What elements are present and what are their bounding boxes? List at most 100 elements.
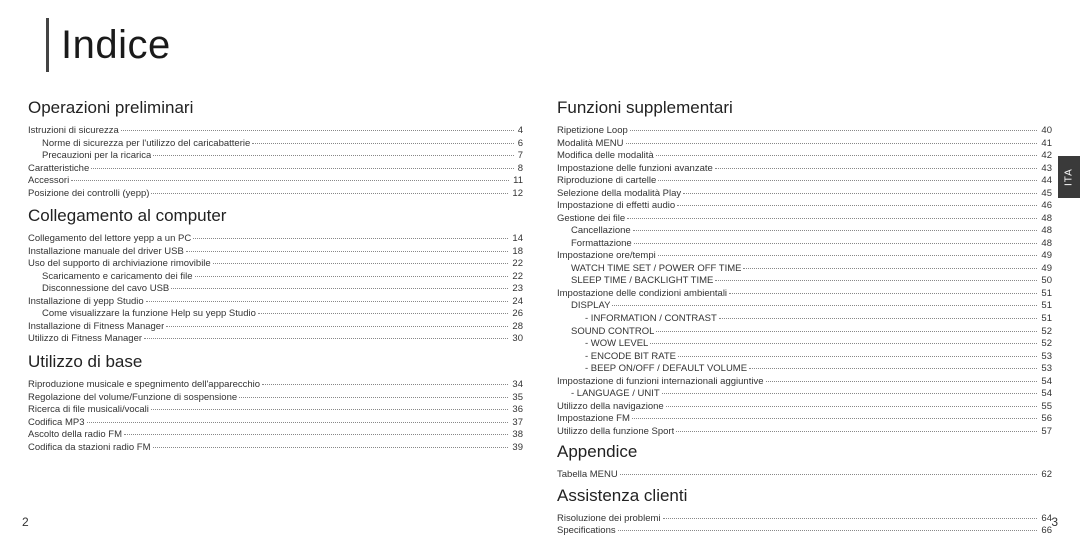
toc-entry-label: Installazione manuale del driver USB xyxy=(28,246,184,259)
toc-entry-page: 26 xyxy=(510,308,523,321)
toc-entry-label: Collegamento del lettore yepp a un PC xyxy=(28,233,191,246)
toc-entry-label: Riproduzione di cartelle xyxy=(557,175,656,188)
toc-entry-label: WATCH TIME SET / POWER OFF TIME xyxy=(571,263,741,276)
toc-entry-label: Ascolto della radio FM xyxy=(28,429,122,442)
toc-page: Indice Operazioni preliminariIstruzioni … xyxy=(0,0,1080,539)
toc-entry-page: 49 xyxy=(1039,263,1052,276)
toc-leader-dots xyxy=(749,368,1037,369)
toc-entry: Modifica delle modalità 42 xyxy=(557,150,1052,163)
toc-entry-page: 40 xyxy=(1039,125,1052,138)
toc-leader-dots xyxy=(766,381,1038,382)
toc-entry-page: 11 xyxy=(511,175,523,188)
toc-entry-page: 45 xyxy=(1039,188,1052,201)
toc-entry-label: Uso del supporto di archiviazione rimovi… xyxy=(28,258,211,271)
toc-entry-page: 18 xyxy=(510,246,523,259)
toc-entry-label: Selezione della modalità Play xyxy=(557,188,681,201)
toc-entry-page: 48 xyxy=(1039,238,1052,251)
toc-leader-dots xyxy=(662,393,1038,394)
toc-entry-label: Cancellazione xyxy=(571,225,631,238)
toc-leader-dots xyxy=(193,238,508,239)
toc-leader-dots xyxy=(153,447,509,448)
toc-entry: Disconnessione del cavo USB23 xyxy=(28,283,523,296)
toc-leader-dots xyxy=(262,384,508,385)
toc-entry-page: 24 xyxy=(510,296,523,309)
toc-leader-dots xyxy=(676,431,1037,432)
toc-entry-label: Norme di sicurezza per l'utilizzo del ca… xyxy=(42,138,250,151)
toc-entry-page: 50 xyxy=(1039,275,1052,288)
toc-entry-page: 39 xyxy=(510,442,523,455)
toc-leader-dots xyxy=(239,397,508,398)
toc-entry: Come visualizzare la funzione Help su ye… xyxy=(28,308,523,321)
toc-entry-page: 12 xyxy=(510,188,523,201)
toc-leader-dots xyxy=(144,338,508,339)
toc-entry: Accessori11 xyxy=(28,175,523,188)
toc-entry: Installazione di Fitness Manager 28 xyxy=(28,321,523,334)
toc-entry-page: 30 xyxy=(510,333,523,346)
toc-entry-label: Impostazione di funzioni internazionali … xyxy=(557,376,764,389)
toc-entry-page: 35 xyxy=(510,392,523,405)
toc-section-heading: Collegamento al computer xyxy=(28,206,523,226)
page-footer: 2 3 xyxy=(0,515,1080,529)
toc-entry-page: 42 xyxy=(1039,150,1052,163)
toc-leader-dots xyxy=(151,193,508,194)
toc-entry-page: 54 xyxy=(1039,376,1052,389)
toc-entry: Codifica da stazioni radio FM39 xyxy=(28,442,523,455)
toc-entry-label: - BEEP ON/OFF / DEFAULT VOLUME xyxy=(585,363,747,376)
toc-entry: - LANGUAGE / UNIT 54 xyxy=(557,388,1052,401)
toc-entry-page: 36 xyxy=(510,404,523,417)
toc-entry-label: Installazione di Fitness Manager xyxy=(28,321,164,334)
toc-entry-page: 28 xyxy=(510,321,523,334)
toc-leader-dots xyxy=(121,130,514,131)
toc-entry: Tabella MENU62 xyxy=(557,469,1052,482)
toc-entry-page: 53 xyxy=(1039,363,1052,376)
toc-entry-page: 8 xyxy=(516,163,523,176)
toc-entry-page: 22 xyxy=(510,258,523,271)
toc-leader-dots xyxy=(632,418,1038,419)
toc-leader-dots xyxy=(666,406,1038,407)
toc-leader-dots xyxy=(658,180,1037,181)
toc-entry: Selezione della modalità Play 45 xyxy=(557,188,1052,201)
toc-entry-label: Tabella MENU xyxy=(557,469,618,482)
toc-entry-page: 52 xyxy=(1039,338,1052,351)
toc-entry: WATCH TIME SET / POWER OFF TIME 49 xyxy=(557,263,1052,276)
toc-leader-dots xyxy=(195,276,509,277)
toc-entry-label: Installazione di yepp Studio xyxy=(28,296,144,309)
toc-entry: Installazione manuale del driver USB 18 xyxy=(28,246,523,259)
toc-entry-label: - LANGUAGE / UNIT xyxy=(571,388,660,401)
toc-entry-page: 51 xyxy=(1039,288,1052,301)
toc-entry-page: 56 xyxy=(1039,413,1052,426)
toc-entry-label: Precauzioni per la ricarica xyxy=(42,150,151,163)
toc-entry: Norme di sicurezza per l'utilizzo del ca… xyxy=(28,138,523,151)
toc-entry-page: 34 xyxy=(510,379,523,392)
title-wrap: Indice xyxy=(46,18,1052,72)
toc-entry-label: Caratteristiche xyxy=(28,163,89,176)
toc-entry-label: - ENCODE BIT RATE xyxy=(585,351,676,364)
toc-entry-page: 55 xyxy=(1039,401,1052,414)
toc-entry-page: 48 xyxy=(1039,225,1052,238)
toc-leader-dots xyxy=(186,251,509,252)
toc-leader-dots xyxy=(71,180,509,181)
toc-entry: Scaricamento e caricamento dei file22 xyxy=(28,271,523,284)
toc-leader-dots xyxy=(627,218,1037,219)
toc-entry-label: Disconnessione del cavo USB xyxy=(42,283,169,296)
toc-entry-label: Come visualizzare la funzione Help su ye… xyxy=(42,308,256,321)
toc-section-heading: Funzioni supplementari xyxy=(557,98,1052,118)
toc-entry: Installazione di yepp Studio 24 xyxy=(28,296,523,309)
toc-leader-dots xyxy=(650,343,1037,344)
toc-entry: Codifica MP337 xyxy=(28,417,523,430)
toc-entry-label: Utilizzo della funzione Sport xyxy=(557,426,674,439)
toc-entry: Collegamento del lettore yepp a un PC14 xyxy=(28,233,523,246)
toc-entry: Modalità MENU41 xyxy=(557,138,1052,151)
toc-leader-dots xyxy=(620,474,1038,475)
toc-leader-dots xyxy=(743,268,1037,269)
toc-leader-dots xyxy=(146,301,509,302)
toc-entry-page: 7 xyxy=(516,150,523,163)
toc-entry-label: Impostazione ore/tempi xyxy=(557,250,656,263)
toc-entry-page: 54 xyxy=(1039,388,1052,401)
toc-entry-page: 49 xyxy=(1039,250,1052,263)
toc-leader-dots xyxy=(618,530,1038,531)
toc-entry-label: Modifica delle modalità xyxy=(557,150,654,163)
toc-entry-page: 53 xyxy=(1039,351,1052,364)
toc-leader-dots xyxy=(252,143,513,144)
toc-leader-dots xyxy=(171,288,508,289)
